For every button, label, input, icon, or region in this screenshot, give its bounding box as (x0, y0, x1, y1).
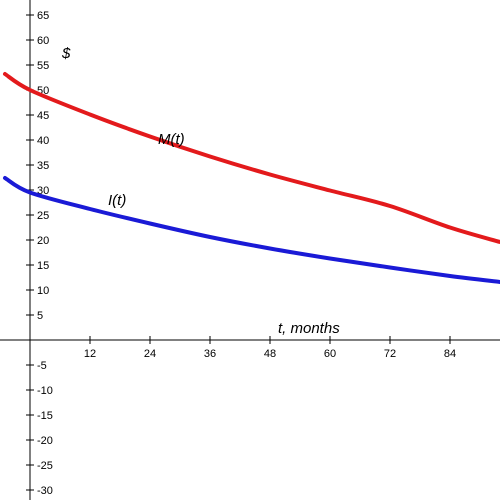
y-tick-label: 5 (37, 310, 43, 322)
tick-marks (26, 14, 451, 491)
series-label-i: I(t) (108, 192, 126, 209)
annotations: t, months $ M(t) I(t) (61, 45, 340, 337)
x-tick-label: 48 (264, 348, 276, 360)
y-tick-label: -5 (37, 360, 47, 372)
y-tick-label: 20 (37, 235, 49, 247)
x-tick-label: 60 (324, 348, 336, 360)
x-tick-label: 84 (444, 348, 456, 360)
series-line-m (3, 72, 500, 244)
y-tick-label: 65 (37, 10, 49, 22)
y-tick-label: 45 (37, 110, 49, 122)
y-tick-label: 10 (37, 285, 49, 297)
y-tick-label: 35 (37, 160, 49, 172)
y-tick-label: 55 (37, 60, 49, 72)
x-axis-label: t, months (278, 320, 340, 337)
series-line-i (3, 176, 500, 284)
y-tick-label: -10 (37, 385, 53, 397)
y-tick-label: -25 (37, 460, 53, 472)
y-tick-label: -15 (37, 410, 53, 422)
x-tick-label: 24 (144, 348, 156, 360)
y-tick-label: 15 (37, 260, 49, 272)
x-tick-label: 72 (384, 348, 396, 360)
x-tick-label: 36 (204, 348, 216, 360)
series-label-m: M(t) (158, 131, 185, 148)
tick-labels: 12 24 36 48 60 72 84 -30 -25 -20 -15 -10 -5 5 10 15 20 25… (37, 10, 456, 497)
series-lines (3, 72, 500, 284)
y-tick-label: 60 (37, 35, 49, 47)
x-tick-label: 12 (84, 348, 96, 360)
y-tick-label: 25 (37, 210, 49, 222)
y-tick-label: -30 (37, 485, 53, 497)
y-tick-label: 40 (37, 135, 49, 147)
y-tick-label: -20 (37, 435, 53, 447)
y-axis-label: $ (61, 45, 71, 62)
